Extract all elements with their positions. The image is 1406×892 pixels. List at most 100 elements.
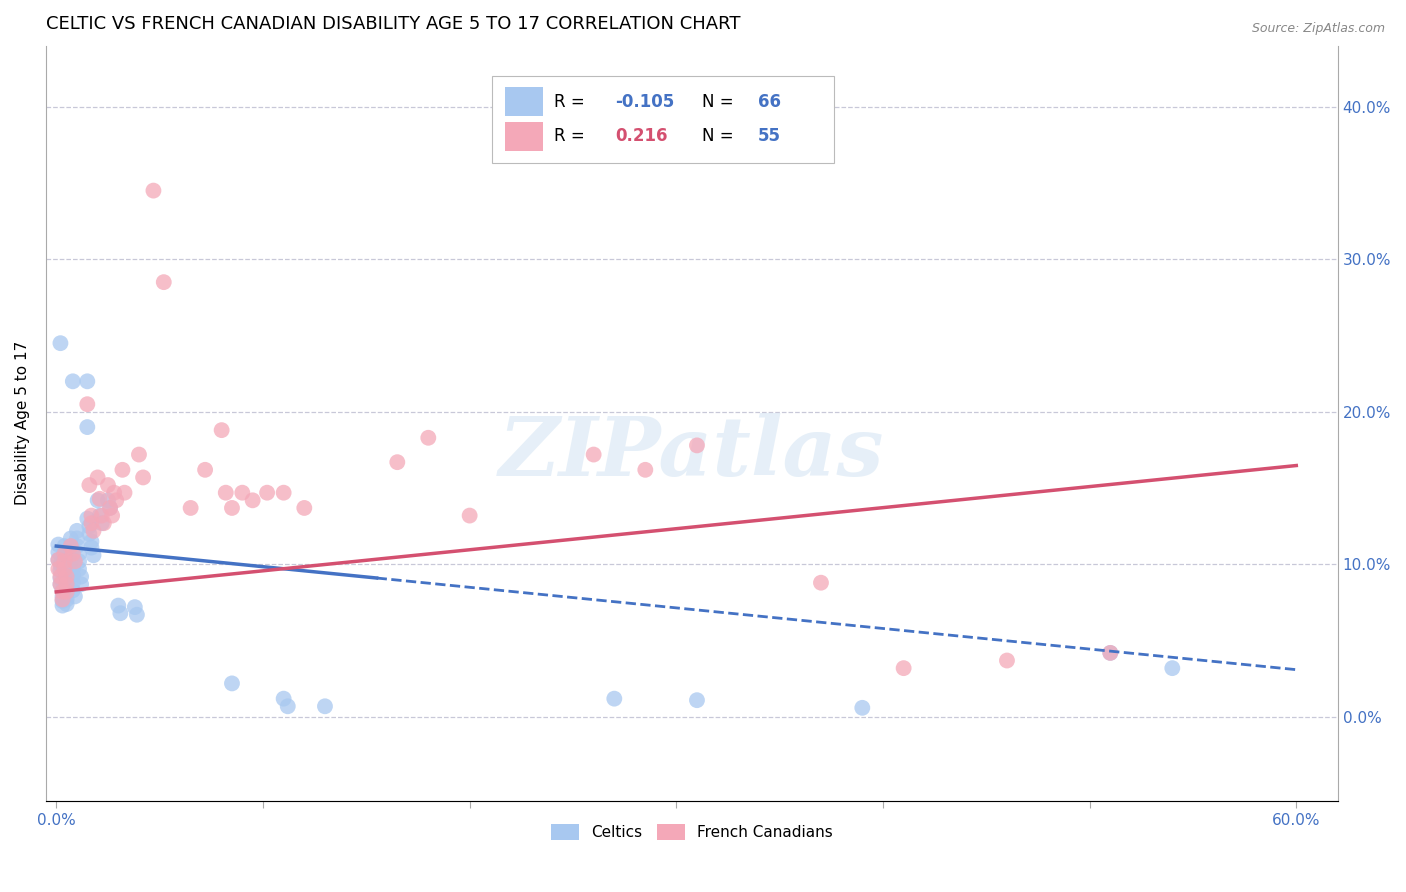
Point [86,493,108,508]
Point [634,463,657,477]
Point [66,524,89,538]
Point [314,699,336,714]
Point [111,463,134,477]
Point [55,592,77,607]
Point [70,577,93,591]
Text: N =: N = [702,128,740,145]
Point [1099,646,1122,660]
Point [79,527,101,541]
Bar [492,76,834,162]
Point [292,500,315,515]
Point [55,586,77,600]
Point [387,455,409,469]
Point [49,577,72,591]
Point [59,554,82,568]
Point [49,564,72,578]
Point [49,336,72,351]
Point [125,607,148,622]
Point [582,448,605,462]
Point [273,485,295,500]
Point [59,547,82,561]
Point [55,569,77,583]
Point [63,590,86,604]
Point [51,583,73,598]
Point [98,500,121,515]
Point [49,558,72,572]
Point [51,592,73,607]
Point [79,478,101,492]
Y-axis label: Disability Age 5 to 17: Disability Age 5 to 17 [15,341,30,506]
Point [67,562,90,576]
Point [124,600,146,615]
Point [67,547,90,561]
Point [62,568,84,582]
Text: 0.216: 0.216 [616,128,668,145]
Point [55,585,77,599]
Point [49,577,72,591]
Point [53,554,76,568]
Point [97,478,120,492]
Point [221,676,243,690]
Point [114,485,136,500]
Point [242,493,264,508]
Point [98,500,121,515]
Point [194,463,217,477]
Point [62,547,84,561]
Point [62,583,84,598]
Point [180,500,202,515]
Text: CELTIC VS FRENCH CANADIAN DISABILITY AGE 5 TO 17 CORRELATION CHART: CELTIC VS FRENCH CANADIAN DISABILITY AGE… [46,15,741,33]
Point [51,599,73,613]
Point [418,431,440,445]
Point [53,560,76,574]
Point [59,539,82,553]
Point [89,491,111,506]
Point [89,508,111,523]
Point [211,423,233,437]
Point [83,548,105,562]
Point [76,511,98,525]
Point [80,541,103,555]
Point [62,575,84,590]
Legend: Celtics, French Canadians: Celtics, French Canadians [546,818,839,847]
Point [1099,646,1122,660]
Point [62,562,84,576]
Point [51,594,73,608]
Point [49,569,72,583]
Point [48,537,70,551]
Point [55,574,77,589]
Point [53,545,76,559]
Point [97,493,120,508]
Point [103,485,125,500]
Point [231,485,253,500]
Point [80,534,103,549]
Point [215,485,238,500]
Point [63,554,86,568]
Point [76,397,98,411]
Point [80,508,103,523]
Point [128,448,150,462]
Point [53,562,76,576]
Text: ZIPatlas: ZIPatlas [499,414,884,493]
Text: Source: ZipAtlas.com: Source: ZipAtlas.com [1251,22,1385,36]
Point [893,661,915,675]
Text: 66: 66 [758,93,780,111]
Point [55,580,77,594]
Point [76,374,98,388]
Point [93,516,115,531]
Text: -0.105: -0.105 [616,93,675,111]
Point [53,547,76,561]
Point [55,577,77,591]
Point [107,599,129,613]
Point [105,493,128,508]
Point [256,485,278,500]
Point [53,539,76,553]
Point [80,516,103,531]
Bar [505,122,543,151]
Point [277,699,299,714]
Point [67,554,90,568]
Point [90,508,112,523]
Point [79,519,101,533]
Point [66,539,89,553]
Text: R =: R = [554,93,589,111]
Point [53,568,76,582]
